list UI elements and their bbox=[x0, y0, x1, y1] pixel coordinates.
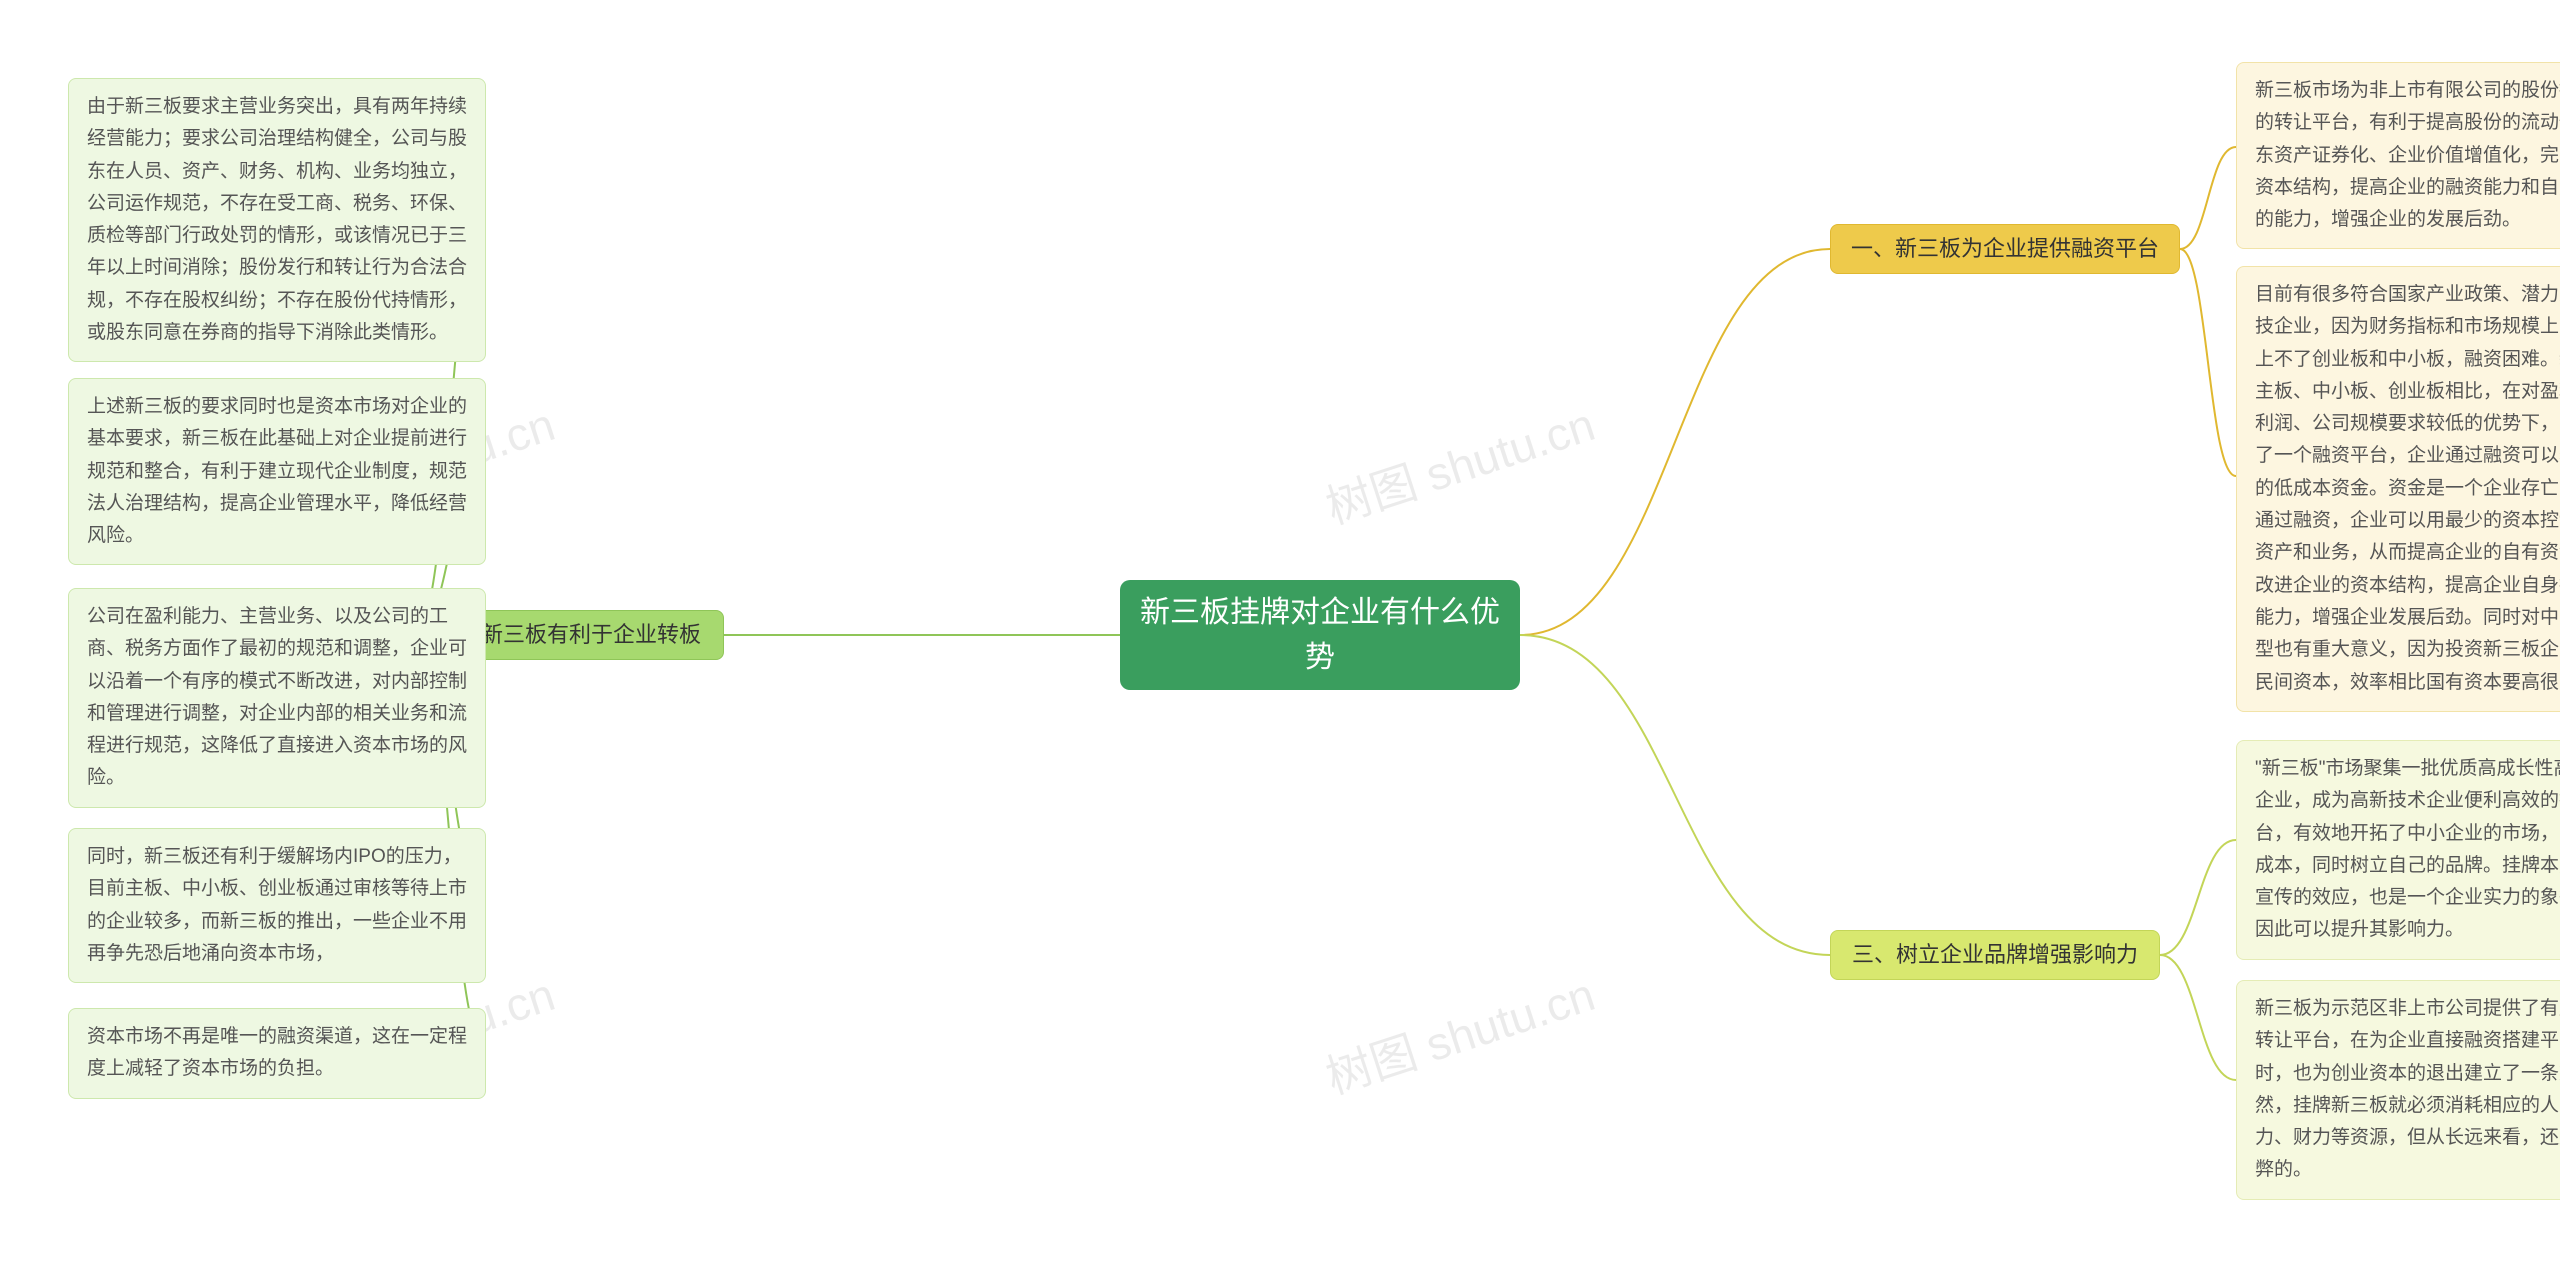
mindmap-leaf: 上述新三板的要求同时也是资本市场对企业的基本要求，新三板在此基础上对企业提前进行… bbox=[68, 378, 486, 565]
mindmap-leaf: "新三板"市场聚集一批优质高成长性高新技术企业，成为高新技术企业便利高效的投融资… bbox=[2236, 740, 2560, 960]
mindmap-branch: 三、树立企业品牌增强影响力 bbox=[1830, 930, 2160, 980]
mindmap-leaf: 同时，新三板还有利于缓解场内IPO的压力，目前主板、中小板、创业板通过审核等待上… bbox=[68, 828, 486, 983]
mindmap-leaf: 目前有很多符合国家产业政策、潜力大的高科技企业，因为财务指标和市场规模上的限制，… bbox=[2236, 266, 2560, 712]
mindmap-leaf: 公司在盈利能力、主营业务、以及公司的工商、税务方面作了最初的规范和调整，企业可以… bbox=[68, 588, 486, 808]
mindmap-leaf: 资本市场不再是唯一的融资渠道，这在一定程度上减轻了资本市场的负担。 bbox=[68, 1008, 486, 1099]
mindmap-leaf: 新三板为示范区非上市公司提供了有序的股份转让平台，在为企业直接融资搭建平台的同时… bbox=[2236, 980, 2560, 1200]
mindmap-leaf: 由于新三板要求主营业务突出，具有两年持续经营能力；要求公司治理结构健全，公司与股… bbox=[68, 78, 486, 362]
mindmap-leaf: 新三板市场为非上市有限公司的股份提供有序的转让平台，有利于提高股份的流动性，使股… bbox=[2236, 62, 2560, 249]
mindmap-branch: 一、新三板为企业提供融资平台 bbox=[1830, 224, 2180, 274]
watermark: 树图 shutu.cn bbox=[1317, 959, 1602, 1108]
watermark: 树图 shutu.cn bbox=[1317, 389, 1602, 538]
mindmap-root: 新三板挂牌对企业有什么优势 bbox=[1120, 580, 1520, 690]
